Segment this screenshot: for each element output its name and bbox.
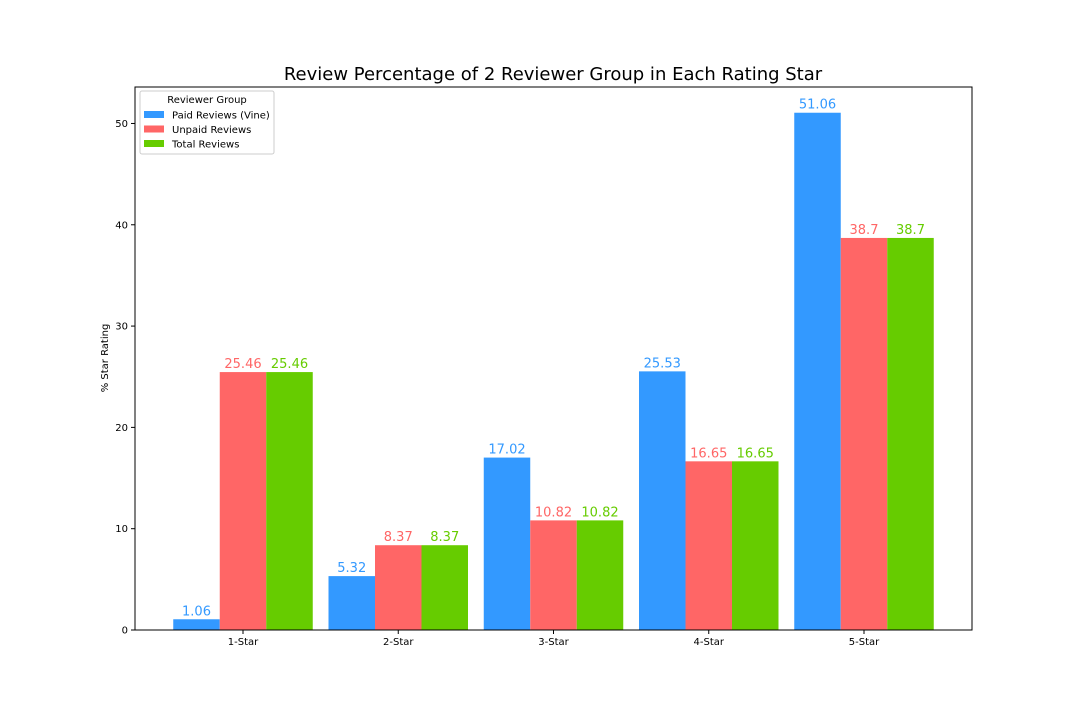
bar-2-2-star bbox=[375, 545, 422, 630]
y-tick-label: 40 bbox=[115, 220, 128, 231]
bar-3-3-star bbox=[576, 520, 624, 630]
data-label: 5.32 bbox=[337, 561, 366, 576]
data-label: 16.65 bbox=[737, 446, 774, 461]
legend-label: Unpaid Reviews bbox=[172, 125, 251, 136]
bar-1-4-star bbox=[639, 371, 686, 630]
chart-title: Review Percentage of 2 Reviewer Group in… bbox=[284, 64, 823, 85]
value-labels-layer: 1.06 5.32 17.02 25.53 51.06 25.46 8.37 10.82 16.… bbox=[182, 98, 925, 620]
bar-1-3-star bbox=[483, 457, 531, 630]
x-tick-label: 3-Star bbox=[538, 637, 569, 648]
bars-layer bbox=[173, 112, 934, 631]
bar-2-4-star bbox=[685, 461, 732, 630]
y-axis-label: % Star Rating bbox=[100, 324, 111, 393]
plot-frame bbox=[134, 86, 973, 631]
legend-box bbox=[139, 90, 275, 155]
legend-swatch bbox=[144, 111, 164, 118]
bar-3-5-star bbox=[887, 237, 934, 630]
data-label: 10.82 bbox=[581, 505, 618, 520]
data-label: 25.46 bbox=[271, 357, 308, 372]
x-axis: 1-Star 2-Star 3-Star 4-Star 5-Star bbox=[228, 630, 880, 648]
bar-2-1-star bbox=[219, 372, 267, 630]
data-label: 8.37 bbox=[430, 530, 459, 545]
data-label: 8.37 bbox=[384, 530, 413, 545]
bar-3-4-star bbox=[732, 461, 779, 630]
x-tick-label: 1-Star bbox=[228, 637, 259, 648]
legend-swatch bbox=[144, 125, 164, 133]
legend-label: Paid Reviews (Vine) bbox=[172, 111, 270, 122]
data-label: 25.46 bbox=[224, 357, 261, 372]
y-tick-label: 0 bbox=[122, 626, 128, 637]
bar-2-5-star bbox=[840, 237, 888, 630]
data-label: 17.02 bbox=[488, 443, 525, 458]
y-tick-label: 20 bbox=[115, 423, 128, 434]
legend-label: Total Reviews bbox=[171, 140, 239, 151]
x-tick-label: 5-Star bbox=[849, 637, 880, 648]
data-label: 38.7 bbox=[896, 223, 925, 238]
legend-title: Reviewer Group bbox=[167, 95, 247, 106]
bar-3-2-star bbox=[421, 545, 468, 630]
legend-swatch bbox=[144, 140, 164, 147]
bar-1-5-star bbox=[794, 112, 841, 631]
data-label: 38.7 bbox=[850, 223, 879, 238]
data-label: 1.06 bbox=[182, 604, 211, 619]
bar-1-2-star bbox=[328, 576, 375, 630]
legend: Reviewer Group Paid Reviews (Vine) Unpaid… bbox=[139, 90, 275, 155]
y-tick-label: 50 bbox=[115, 119, 128, 130]
data-label: 25.53 bbox=[644, 356, 681, 371]
y-tick-label: 30 bbox=[115, 322, 128, 333]
x-tick-label: 2-Star bbox=[383, 637, 414, 648]
bar-3-1-star bbox=[266, 372, 313, 630]
legend-entries: Paid Reviews (Vine) Unpaid Reviews Total R… bbox=[144, 111, 270, 151]
data-label: 51.06 bbox=[799, 98, 836, 113]
y-tick-label: 10 bbox=[115, 524, 128, 535]
x-tick-label: 4-Star bbox=[694, 637, 725, 648]
data-label: 16.65 bbox=[690, 446, 727, 461]
bar-1-1-star bbox=[173, 619, 220, 630]
y-axis: 0 10 20 30 40 50 bbox=[115, 119, 135, 637]
data-label: 10.82 bbox=[535, 505, 572, 520]
bar-2-3-star bbox=[530, 520, 577, 630]
